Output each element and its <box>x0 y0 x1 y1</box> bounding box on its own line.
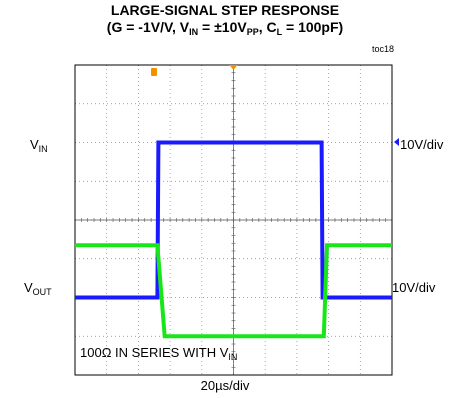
subtitle-sub: PP <box>246 27 259 37</box>
trigger-marker <box>229 65 238 70</box>
annotation: 100Ω IN SERIES WITH VIN <box>80 345 238 362</box>
trace-vin <box>75 140 392 300</box>
vin-scale: 10V/div <box>400 137 444 152</box>
chart-title: LARGE-SIGNAL STEP RESPONSE <box>110 2 340 18</box>
trace-vout <box>75 243 392 339</box>
subtitle-part: = 100pF) <box>282 19 344 35</box>
subtitle-sub: IN <box>189 27 199 37</box>
subtitle-part: = ±10V <box>198 19 247 35</box>
vin-label: VIN <box>30 137 48 154</box>
subtitle-sub: L <box>276 27 283 37</box>
subtitle-part: , C <box>258 19 277 35</box>
toc-label: toc18 <box>371 44 394 54</box>
x-axis-label: 20µs/div <box>200 378 250 393</box>
channel-marker <box>394 138 399 146</box>
vout-label: VOUT <box>24 280 52 297</box>
trigger-t-marker <box>151 68 157 76</box>
chart-subtitle: (G = -1V/V, VIN = ±10VPP, CL = 100pF) <box>0 19 450 37</box>
vout-scale: 10V/div <box>392 280 436 295</box>
subtitle-part: (G = -1V/V, V <box>106 19 190 35</box>
